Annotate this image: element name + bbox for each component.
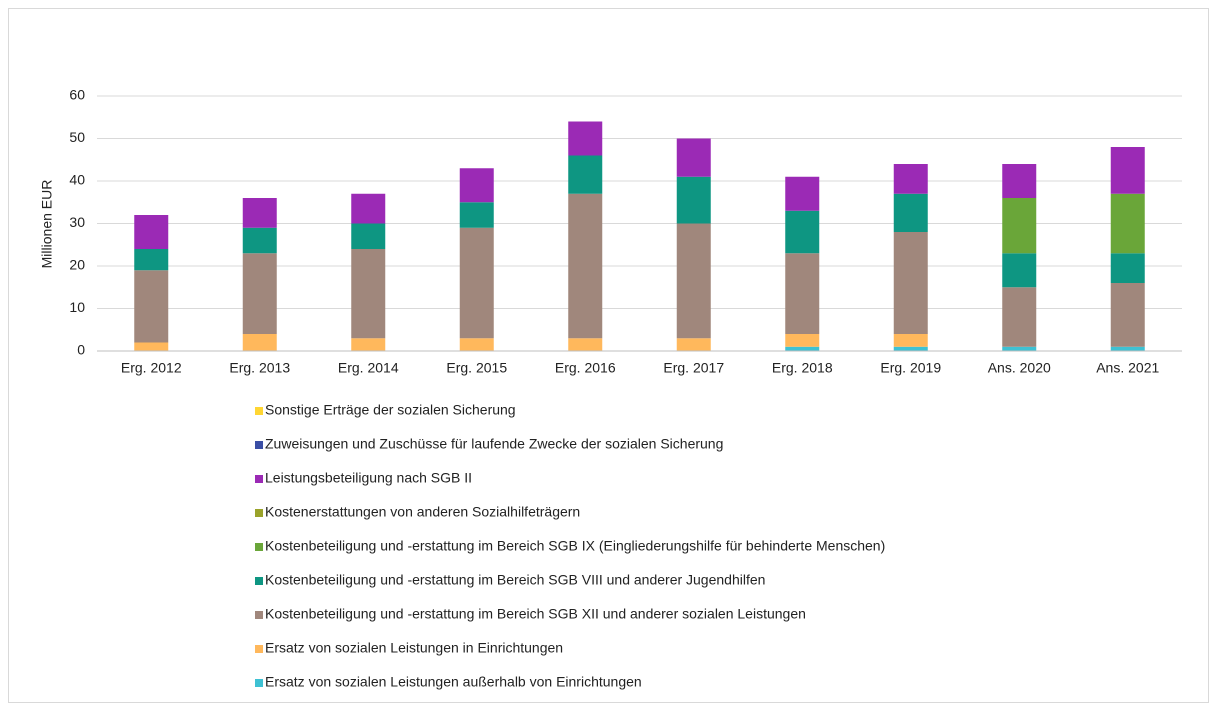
bar-segment <box>676 223 711 339</box>
bar-segment <box>351 249 386 339</box>
bar-segment <box>893 334 928 347</box>
legend-label: Ersatz von sozialen Leistungen außerhalb… <box>265 674 642 690</box>
bar-segment <box>676 138 711 177</box>
legend-swatch <box>255 543 263 551</box>
bar-segment <box>1110 283 1145 347</box>
y-axis-label: Millionen EUR <box>39 180 55 269</box>
bar-segment <box>134 249 169 271</box>
legend-label: Kostenbeteiligung und -erstattung im Ber… <box>265 572 765 588</box>
bar-segment <box>1110 193 1145 254</box>
bar-segment <box>242 198 277 228</box>
bar-segment <box>1110 253 1145 283</box>
bar-segment <box>242 227 277 254</box>
y-tick-label: 20 <box>69 257 85 273</box>
bar-segment <box>1002 253 1037 288</box>
bar-segment <box>785 253 820 334</box>
legend-swatch <box>255 441 263 449</box>
x-tick-label: Ans. 2021 <box>1096 360 1159 376</box>
bar-segment <box>676 176 711 224</box>
bar-segment <box>242 334 277 351</box>
bar-segment <box>568 338 603 351</box>
legend-swatch <box>255 407 263 415</box>
x-tick-label: Erg. 2016 <box>555 360 616 376</box>
x-tick-label: Erg. 2017 <box>663 360 724 376</box>
bar-segment <box>568 121 603 156</box>
bar-segment <box>568 193 603 339</box>
legend-swatch <box>255 577 263 585</box>
bar-segment <box>676 338 711 351</box>
bar-segment <box>459 202 494 228</box>
bar-segment <box>351 223 386 249</box>
legend-swatch <box>255 475 263 483</box>
legend-swatch <box>255 645 263 653</box>
bar-segment <box>351 193 386 224</box>
bar-segment <box>459 168 494 203</box>
y-tick-label: 60 <box>69 87 85 103</box>
y-tick-label: 10 <box>69 299 85 315</box>
bar-segment <box>459 227 494 339</box>
legend-label: Kostenerstattungen von anderen Sozialhil… <box>265 504 580 520</box>
x-tick-label: Erg. 2019 <box>880 360 941 376</box>
bar-segment <box>242 253 277 334</box>
bar-segment <box>134 215 169 249</box>
bar-segment <box>893 164 928 194</box>
x-tick-label: Erg. 2014 <box>338 360 399 376</box>
legend-swatch <box>255 509 263 517</box>
y-tick-label: 50 <box>69 129 85 145</box>
bar-segment <box>785 176 820 211</box>
bar-segment <box>1002 287 1037 347</box>
bar-segment <box>893 232 928 334</box>
bar-segment <box>134 342 169 351</box>
legend-label: Sonstige Erträge der sozialen Sicherung <box>265 402 516 418</box>
bar-segment <box>893 346 928 351</box>
x-tick-label: Erg. 2018 <box>772 360 833 376</box>
bar-segment <box>134 270 169 343</box>
x-tick-label: Erg. 2015 <box>446 360 507 376</box>
x-tick-label: Erg. 2013 <box>229 360 290 376</box>
bar-segment <box>785 346 820 351</box>
bar-segment <box>1110 147 1145 194</box>
bar-segment <box>893 193 928 232</box>
bar-segment <box>568 155 603 194</box>
y-tick-label: 40 <box>69 172 85 188</box>
x-tick-label: Erg. 2012 <box>121 360 182 376</box>
legend-label: Ersatz von sozialen Leistungen in Einric… <box>265 640 563 656</box>
bar-segment <box>1002 346 1037 351</box>
bar-segment <box>785 334 820 347</box>
legend-label: Kostenbeteiligung und -erstattung im Ber… <box>265 538 885 554</box>
legend-label: Zuweisungen und Zuschüsse für laufende Z… <box>265 436 723 452</box>
legend-label: Leistungsbeteiligung nach SGB II <box>265 470 472 486</box>
bar-segment <box>785 210 820 254</box>
y-tick-label: 30 <box>69 214 85 230</box>
x-tick-label: Ans. 2020 <box>988 360 1051 376</box>
bar-segment <box>1002 164 1037 198</box>
y-tick-label: 0 <box>77 342 85 358</box>
bar-segment <box>459 338 494 351</box>
legend-label: Kostenbeteiligung und -erstattung im Ber… <box>265 606 806 622</box>
bar-segment <box>351 338 386 351</box>
bar-segment <box>1002 198 1037 254</box>
bar-segment <box>1110 346 1145 351</box>
chart-border <box>8 8 1209 703</box>
legend-swatch <box>255 679 263 687</box>
legend-swatch <box>255 611 263 619</box>
